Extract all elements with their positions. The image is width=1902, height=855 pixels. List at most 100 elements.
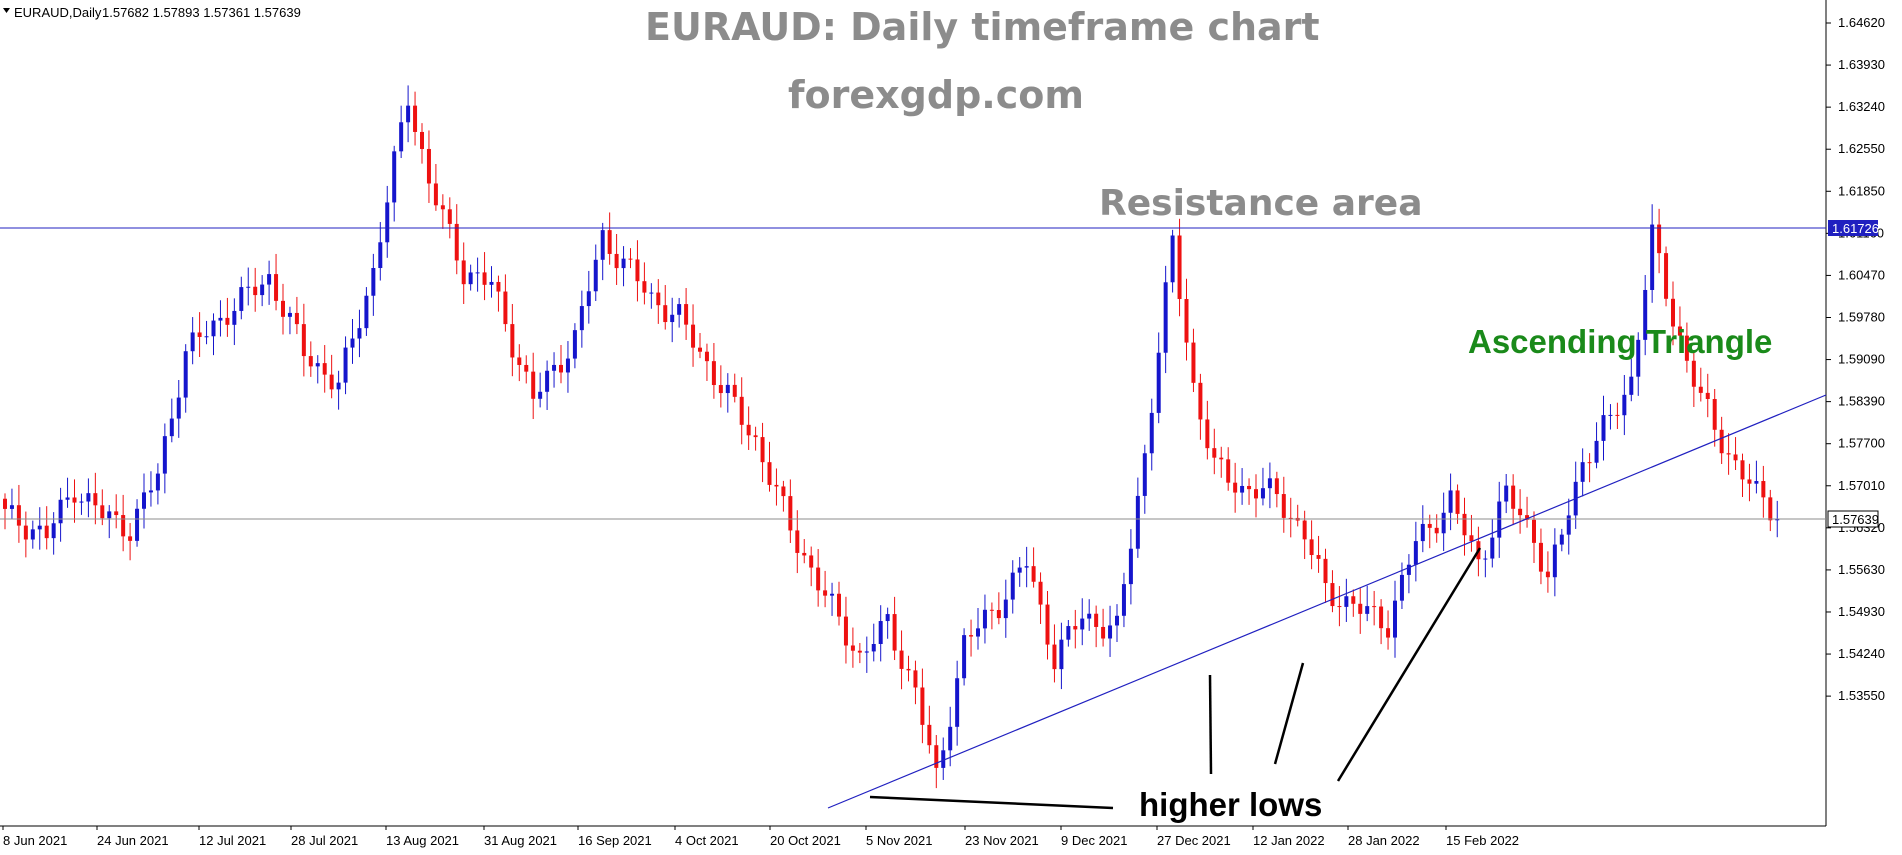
y-tick-label: 1.58390: [1838, 394, 1885, 409]
y-tick-label: 1.53550: [1838, 688, 1885, 703]
candle-body: [1712, 399, 1717, 430]
candle-body: [253, 286, 258, 296]
candle-body: [1705, 392, 1710, 400]
candle-body: [37, 525, 42, 530]
candle-body: [663, 305, 668, 323]
candle-body: [1358, 603, 1363, 614]
candle-body: [364, 295, 369, 329]
candle-body: [711, 361, 716, 386]
candle-body: [308, 356, 313, 367]
candle-body: [1094, 613, 1099, 627]
x-tick-label: 27 Dec 2021: [1157, 833, 1231, 848]
candle-body: [1017, 567, 1022, 573]
candle-body: [274, 274, 279, 301]
candle-body: [1483, 558, 1488, 560]
candle-body: [1413, 541, 1418, 565]
candle-body: [670, 314, 675, 323]
candle-body: [1587, 462, 1592, 464]
x-tick-label: 28 Jul 2021: [291, 833, 358, 848]
candle-body: [579, 306, 584, 331]
candle-body: [1671, 298, 1675, 327]
candle-body: [1031, 566, 1036, 582]
pattern-annotation: Ascending Triangle: [1468, 323, 1772, 360]
candle-body: [1615, 414, 1620, 416]
x-axis: 8 Jun 2021 24 Jun 2021 12 Jul 2021 28 Jul 2…: [2, 826, 1519, 848]
candle-body: [649, 292, 654, 294]
candle-body: [1087, 613, 1092, 619]
y-tick-label: 1.61850: [1838, 183, 1885, 198]
candle-body: [1135, 495, 1140, 549]
candle-body: [1525, 515, 1530, 520]
candle-body: [1010, 572, 1015, 600]
candle-body: [614, 253, 619, 269]
candle-body: [746, 424, 751, 436]
candle-body: [857, 650, 862, 653]
candle-body: [1170, 235, 1175, 283]
candle-body: [1184, 299, 1189, 343]
candle-body: [496, 281, 501, 292]
candle-body: [871, 644, 876, 652]
candle-body: [1768, 497, 1773, 521]
candle-body: [1254, 489, 1258, 499]
candle-body: [1142, 453, 1147, 496]
candle-body: [1726, 453, 1731, 455]
candle-body: [1448, 490, 1453, 513]
candle-body: [1497, 501, 1502, 538]
candle-body: [1038, 581, 1043, 605]
candle-body: [1024, 566, 1029, 568]
candle-body: [350, 338, 355, 348]
candle-body: [524, 364, 529, 372]
y-tick-label: 1.57010: [1838, 478, 1885, 493]
candle-body: [260, 284, 265, 296]
y-tick-label: 1.63930: [1838, 57, 1885, 72]
candle-body: [628, 258, 633, 260]
candle-body: [962, 635, 967, 679]
x-tick-label: 12 Jan 2022: [1253, 833, 1325, 848]
candle-body: [1469, 535, 1474, 542]
candle-body: [1594, 440, 1599, 463]
candle-body: [1260, 488, 1265, 499]
candle-body: [552, 364, 557, 371]
candle-body: [843, 616, 848, 646]
candle-body: [183, 351, 188, 398]
candle-body: [239, 287, 244, 311]
candle-body: [100, 505, 105, 519]
candle-body: [155, 473, 160, 491]
candle-body: [586, 291, 591, 307]
x-tick-label: 20 Oct 2021: [770, 833, 841, 848]
lows-annotation: higher lows: [1139, 786, 1322, 823]
candle-body: [1080, 618, 1085, 630]
candle-body: [1754, 481, 1759, 484]
candle-body: [1650, 224, 1655, 290]
candle-body: [1532, 519, 1536, 543]
candle-body: [385, 202, 390, 243]
candle-body: [392, 151, 397, 203]
candle-body: [691, 324, 696, 348]
candle-body: [1323, 558, 1328, 584]
candle-body: [211, 320, 216, 337]
candle-body: [1441, 512, 1446, 534]
candle-body: [837, 593, 841, 617]
candle-body: [468, 272, 473, 285]
candle-body: [329, 374, 334, 390]
candle-body: [739, 396, 744, 425]
candle-body: [906, 668, 911, 671]
y-tick-label: 1.54240: [1838, 646, 1885, 661]
candle-body: [162, 436, 167, 474]
x-tick-label: 15 Feb 2022: [1446, 833, 1519, 848]
candle-body: [1601, 415, 1606, 441]
candle-body: [1163, 282, 1168, 353]
candle-body: [885, 614, 890, 622]
candle-body: [941, 750, 946, 768]
candle-body: [1344, 596, 1349, 607]
candle-body: [65, 497, 70, 500]
candle-body: [1281, 494, 1286, 518]
candle-body: [121, 515, 126, 537]
candle-body: [698, 347, 702, 352]
candle-body: [892, 614, 897, 651]
candle-body: [1455, 490, 1460, 514]
candle-body: [114, 511, 119, 516]
y-tick-label: 1.55630: [1838, 562, 1885, 577]
